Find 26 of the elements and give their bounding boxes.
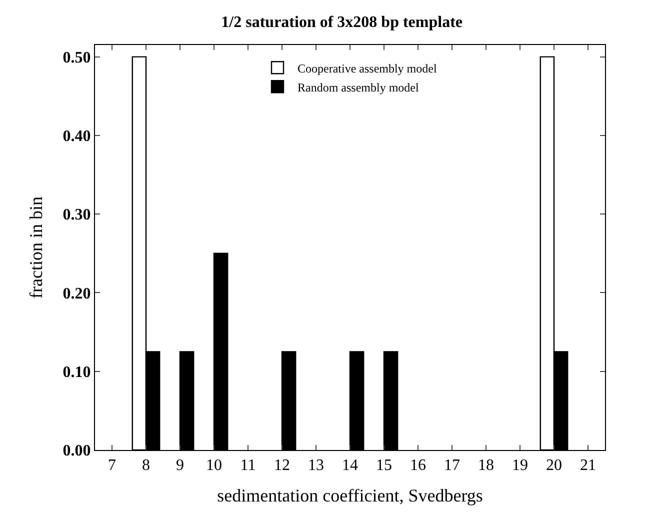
x-tick-label: 15 (376, 457, 392, 474)
legend-label: Random assembly model (298, 80, 420, 94)
chart-title: 1/2 saturation of 3x208 bp template (221, 14, 463, 31)
x-tick-label: 18 (478, 457, 494, 474)
x-tick-label: 9 (176, 457, 184, 474)
y-tick-label: 0.50 (62, 49, 91, 66)
x-tick-label: 21 (580, 457, 596, 474)
x-tick-label: 14 (342, 457, 358, 474)
x-tick-label: 16 (410, 457, 426, 474)
y-tick-label: 0.00 (62, 442, 91, 460)
y-tick-label: 0.40 (62, 128, 91, 146)
x-tick-label: 20 (546, 457, 562, 474)
x-tick-label: 10 (206, 457, 222, 474)
y-axis-title: fraction in bin (26, 196, 46, 298)
y-tick-label: 0.30 (62, 206, 91, 224)
x-tick-label: 7 (108, 457, 116, 474)
x-tick-label: 19 (512, 457, 528, 474)
x-tick-label: 8 (142, 457, 150, 474)
x-axis-title: sedimentation coefficient, Svedbergs (217, 485, 483, 506)
x-tick-label: 12 (274, 457, 290, 474)
x-tick-label: 13 (308, 457, 324, 474)
x-tick-label: 11 (240, 457, 256, 474)
x-tick-label: 17 (444, 457, 460, 474)
y-tick-label: 0.10 (62, 364, 91, 381)
legend-label: Cooperative assembly model (298, 61, 438, 76)
y-tick-label: 0.20 (62, 285, 91, 302)
